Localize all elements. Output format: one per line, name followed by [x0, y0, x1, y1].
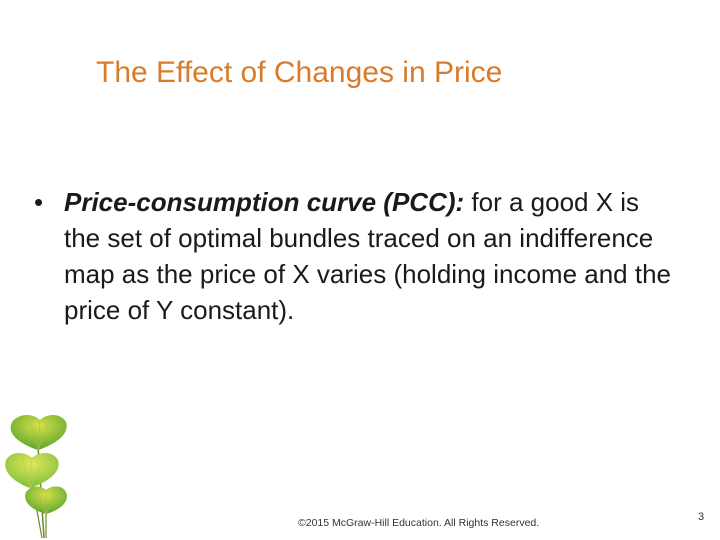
- bullet-item: • Price-consumption curve (PCC): for a g…: [34, 184, 674, 328]
- copyright-footer: ©2015 McGraw-Hill Education. All Rights …: [298, 517, 540, 529]
- bullet-dot-icon: •: [34, 187, 44, 217]
- page-number: 3: [698, 511, 705, 523]
- ginkgo-leaves-icon: [5, 415, 67, 539]
- bullet-text: for a good X is the set of optimal bundl…: [64, 187, 672, 325]
- slide-body: • Price-consumption curve (PCC): for a g…: [34, 184, 674, 328]
- slide-title: The Effect of Changes in Price: [96, 56, 503, 89]
- bullet-term: Price-consumption curve (PCC):: [64, 187, 465, 217]
